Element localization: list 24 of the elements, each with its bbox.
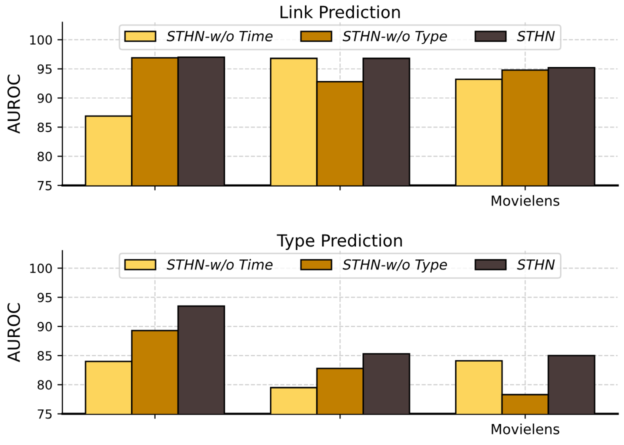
y-tick-label: 95 (38, 64, 52, 74)
y-tick-label: 95 (38, 292, 52, 302)
legend-label: STHN-w/o Time (166, 30, 273, 42)
y-tick-label: 85 (38, 351, 52, 361)
y-axis-title: AUROC (7, 74, 20, 134)
x-tick-label: Movielens (492, 195, 560, 206)
y-tick-label: 100 (30, 35, 52, 45)
y-tick-label: 80 (38, 152, 52, 162)
y-axis-title: AUROC (7, 303, 20, 362)
y-tick-label: 85 (38, 122, 52, 132)
chart-title: Link Prediction (280, 5, 400, 18)
y-tick-label: 75 (38, 181, 52, 190)
y-tick-label: 80 (38, 380, 52, 390)
y-tick-label: 75 (38, 409, 52, 419)
y-tick-label: 90 (38, 322, 52, 332)
y-tick-label: 90 (38, 93, 52, 103)
legend-label: STHN-w/o Type (342, 259, 447, 272)
legend-label: STHN (517, 30, 555, 42)
chart-title: Type Prediction (276, 234, 402, 250)
legend-label: STHN (517, 259, 555, 270)
legend-label: STHN-w/o Time (166, 259, 273, 271)
legend-label: STHN-w/o Type (342, 30, 447, 44)
y-tick-label: 100 (30, 264, 52, 274)
x-tick-label: Movielens (492, 424, 560, 434)
